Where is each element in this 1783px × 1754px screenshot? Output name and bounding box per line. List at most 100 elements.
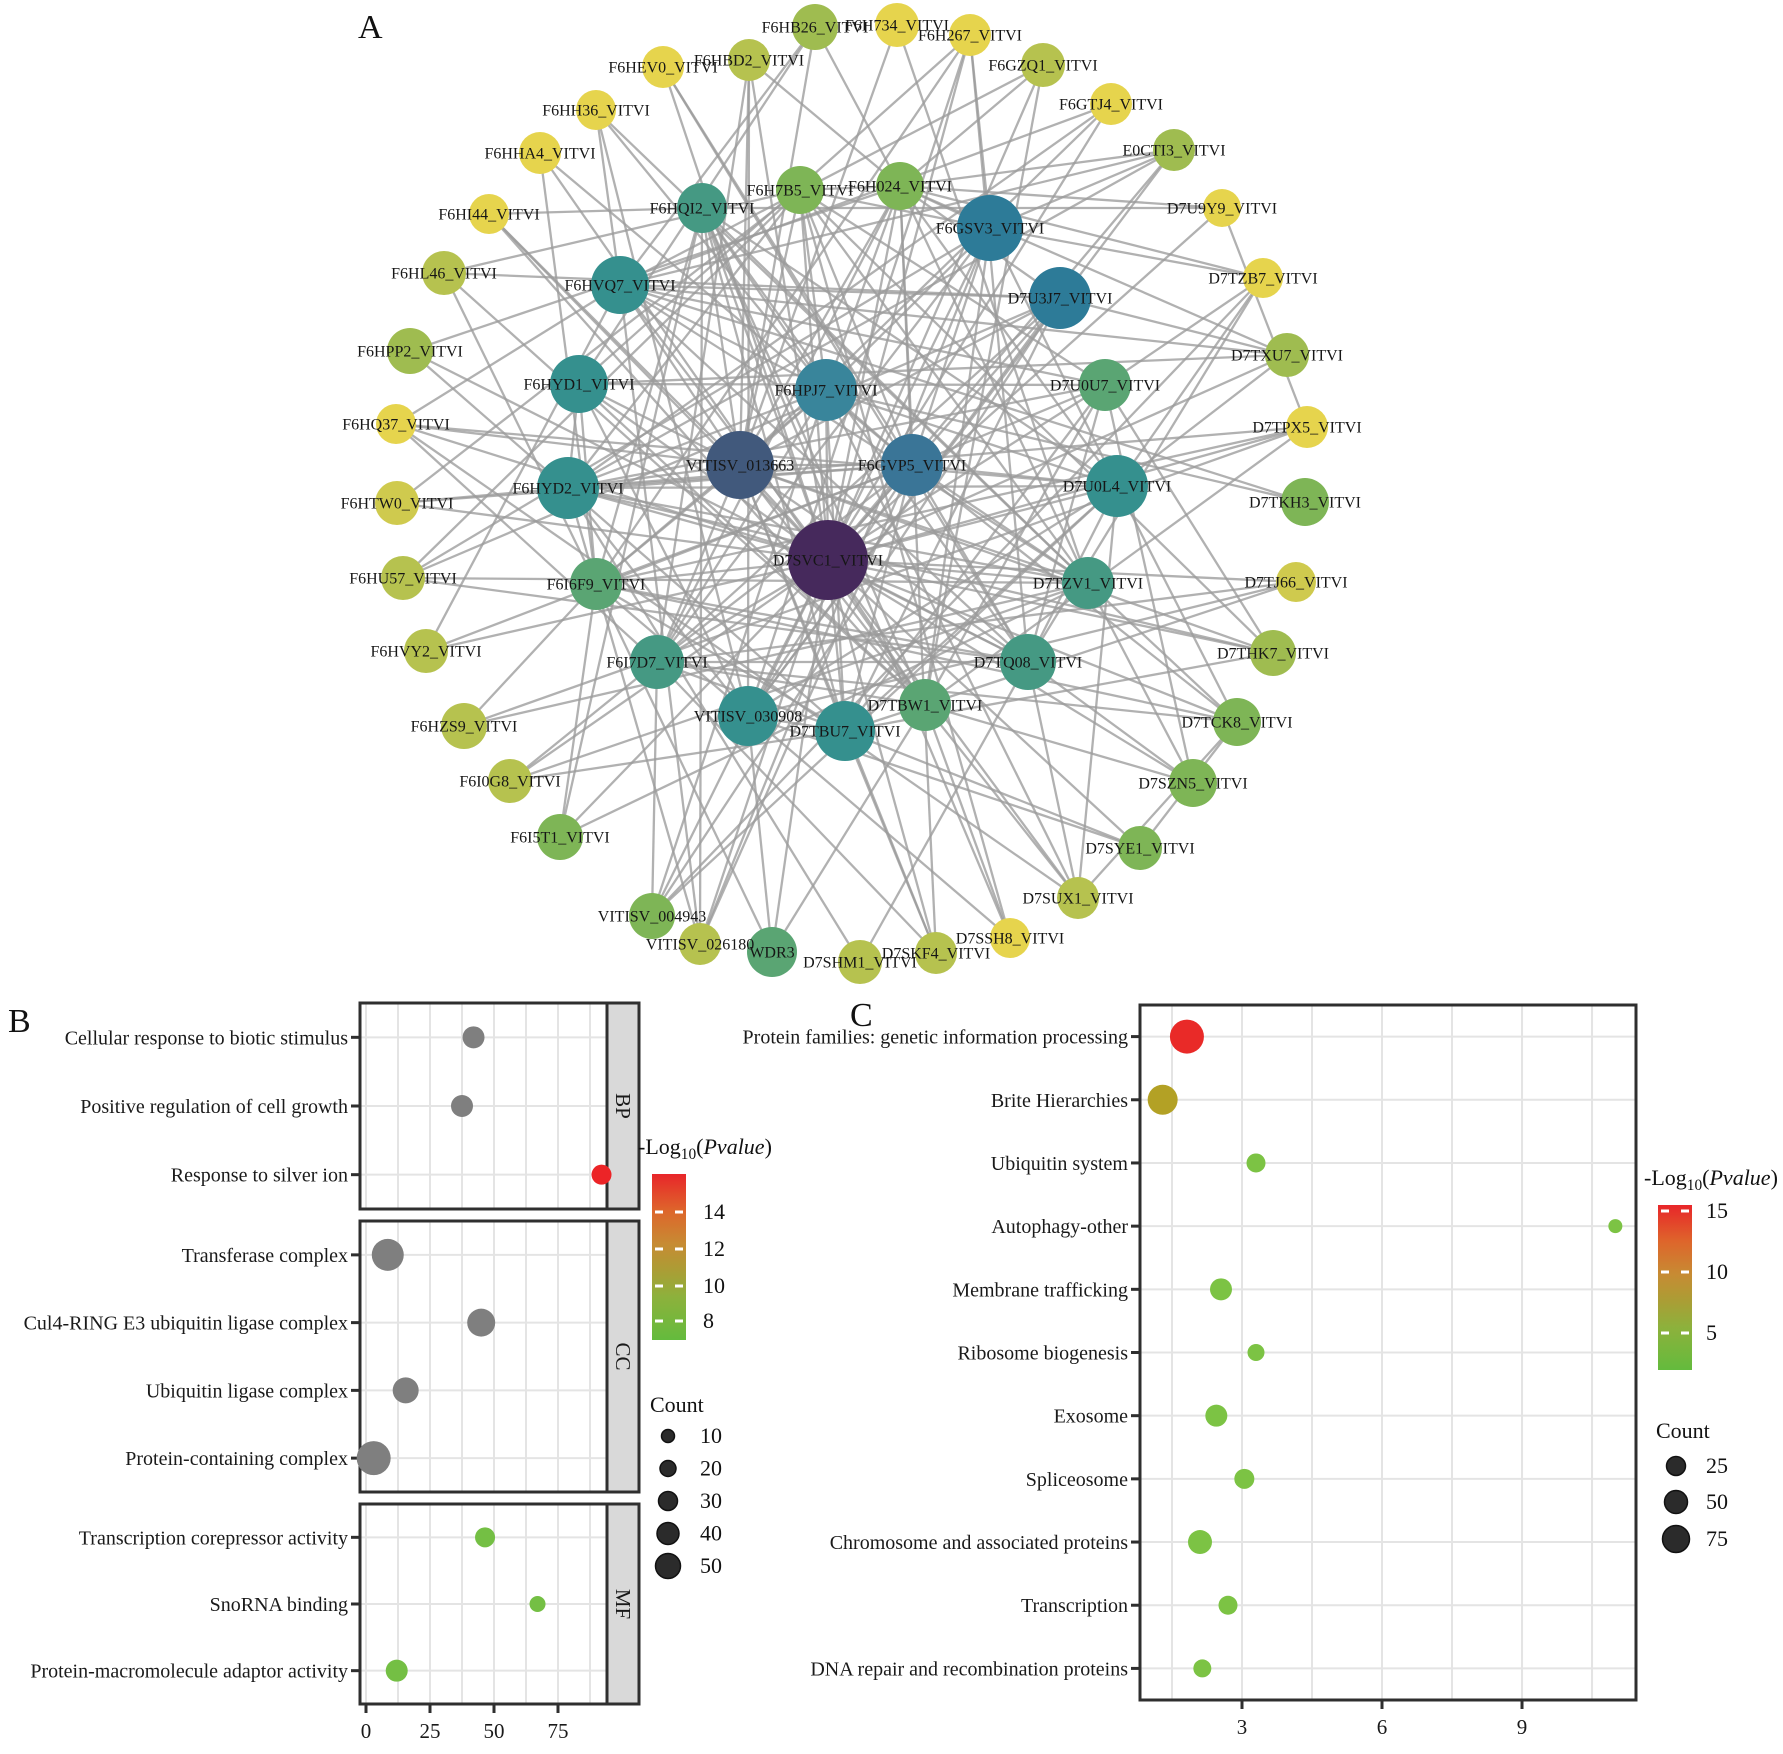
network-node [1153,129,1195,171]
network-edge [488,213,741,466]
network-edge [826,34,972,561]
network-edge [1059,296,1288,357]
x-axis-tick-label: 9 [1517,1715,1528,1739]
dot [475,1527,496,1548]
network-node-label: D7THK7_VITVI [1217,645,1329,662]
network-edge [567,103,1112,489]
network-node [957,195,1023,261]
network-edge [825,227,991,391]
network-edge [1076,485,1119,899]
network-edge [424,284,622,652]
network-edge [650,661,659,917]
network-edge [771,704,926,953]
dot [1205,1404,1228,1427]
network-node-label: F6HH36_VITVI [542,102,650,119]
network-edge [899,148,1175,188]
network-edge [595,34,971,585]
facet-strip-label: MF [611,1589,635,1619]
network-edge [396,501,829,562]
count-legend-title: Count [1656,1418,1710,1443]
network-edge [701,207,1029,663]
network-edge [509,729,846,783]
network-node [375,481,419,525]
network-node [747,927,797,977]
network-node-label: VITISV_004943 [598,908,706,925]
network-edge [655,185,902,663]
network-node [1118,826,1162,870]
network-edge [746,715,774,953]
network-node [838,940,882,984]
color-scale-tick [675,1210,683,1214]
network-edge [827,353,1288,562]
network-node [488,759,532,803]
network-node-label: F6GZQ1_VITVI [988,57,1097,74]
network-node-label: F6HQ37_VITVI [342,416,450,433]
network-edge [618,284,702,945]
count-legend-dot [1665,1455,1687,1477]
term-label: SnoRNA binding [210,1594,348,1616]
color-scale-tick-label: 8 [703,1308,714,1333]
network-node [899,679,951,731]
network-edge [594,583,774,953]
term-label: Transcription [1021,1595,1128,1617]
network-node-label: D7U0L4_VITVI [1063,478,1171,495]
network-node [629,893,675,939]
network-node-label: F6HYD2_VITVI [512,480,623,497]
network-edge [567,484,1118,490]
network-edge [923,64,1045,706]
network-node [576,90,616,130]
network-nodes [375,3,1329,984]
network-edge [827,559,1079,899]
term-label: Protein families: genetic information pr… [743,1027,1128,1049]
dot [1209,1278,1232,1301]
network-node [1062,557,1114,609]
network-node-label: F6I5T1_VITVI [510,829,610,846]
network-node [677,183,727,233]
network-edge [651,485,1118,917]
facet-strip [605,1219,641,1494]
dot [591,1164,612,1185]
color-scale-tick-label: 15 [1706,1198,1728,1223]
network-edge [738,24,899,466]
network-edge [698,464,914,945]
count-legend-dot [657,1490,679,1512]
network-node [441,703,487,749]
network-edge [509,661,658,782]
network-node [387,328,433,374]
network-edge [923,227,992,706]
network-edge [463,581,1089,728]
network-edge [698,559,830,945]
network-edge [619,284,1029,663]
network-edge [409,350,846,732]
network-edge [409,184,901,353]
network-edge [923,704,1012,939]
network-node [1000,634,1056,690]
network-edge [402,576,1029,664]
network-node-label: F6HQI2_VITVI [650,200,755,217]
dot [356,1441,391,1476]
network-edge [747,149,1175,717]
network-node [422,251,466,295]
dot [392,1377,419,1404]
network-edge [1077,721,1238,899]
network-node [875,3,919,47]
color-scale-tick [1661,1331,1669,1335]
network-node-label: D7TZB7_VITVI [1208,270,1317,287]
color-scale-tick [1661,1270,1669,1274]
network-edge [827,558,1089,585]
count-legend-label: 20 [700,1456,722,1481]
dot [529,1596,546,1612]
network-node-label: D7U3J7_VITVI [1008,290,1113,307]
dot [451,1095,473,1117]
network-edge [1104,277,1264,386]
x-axis-tick-label: 3 [1237,1715,1248,1739]
network-edge [425,463,913,653]
network-edge [827,425,1308,562]
network-node [706,431,774,499]
count-legend-dot [659,1459,677,1478]
network-node [1281,478,1329,526]
network-edge [1220,207,1309,428]
network-node-label: F6I6F9_VITVI [547,576,646,593]
network-edge [443,271,1061,300]
network-node-label: F6HVQ7_VITVI [564,277,675,294]
